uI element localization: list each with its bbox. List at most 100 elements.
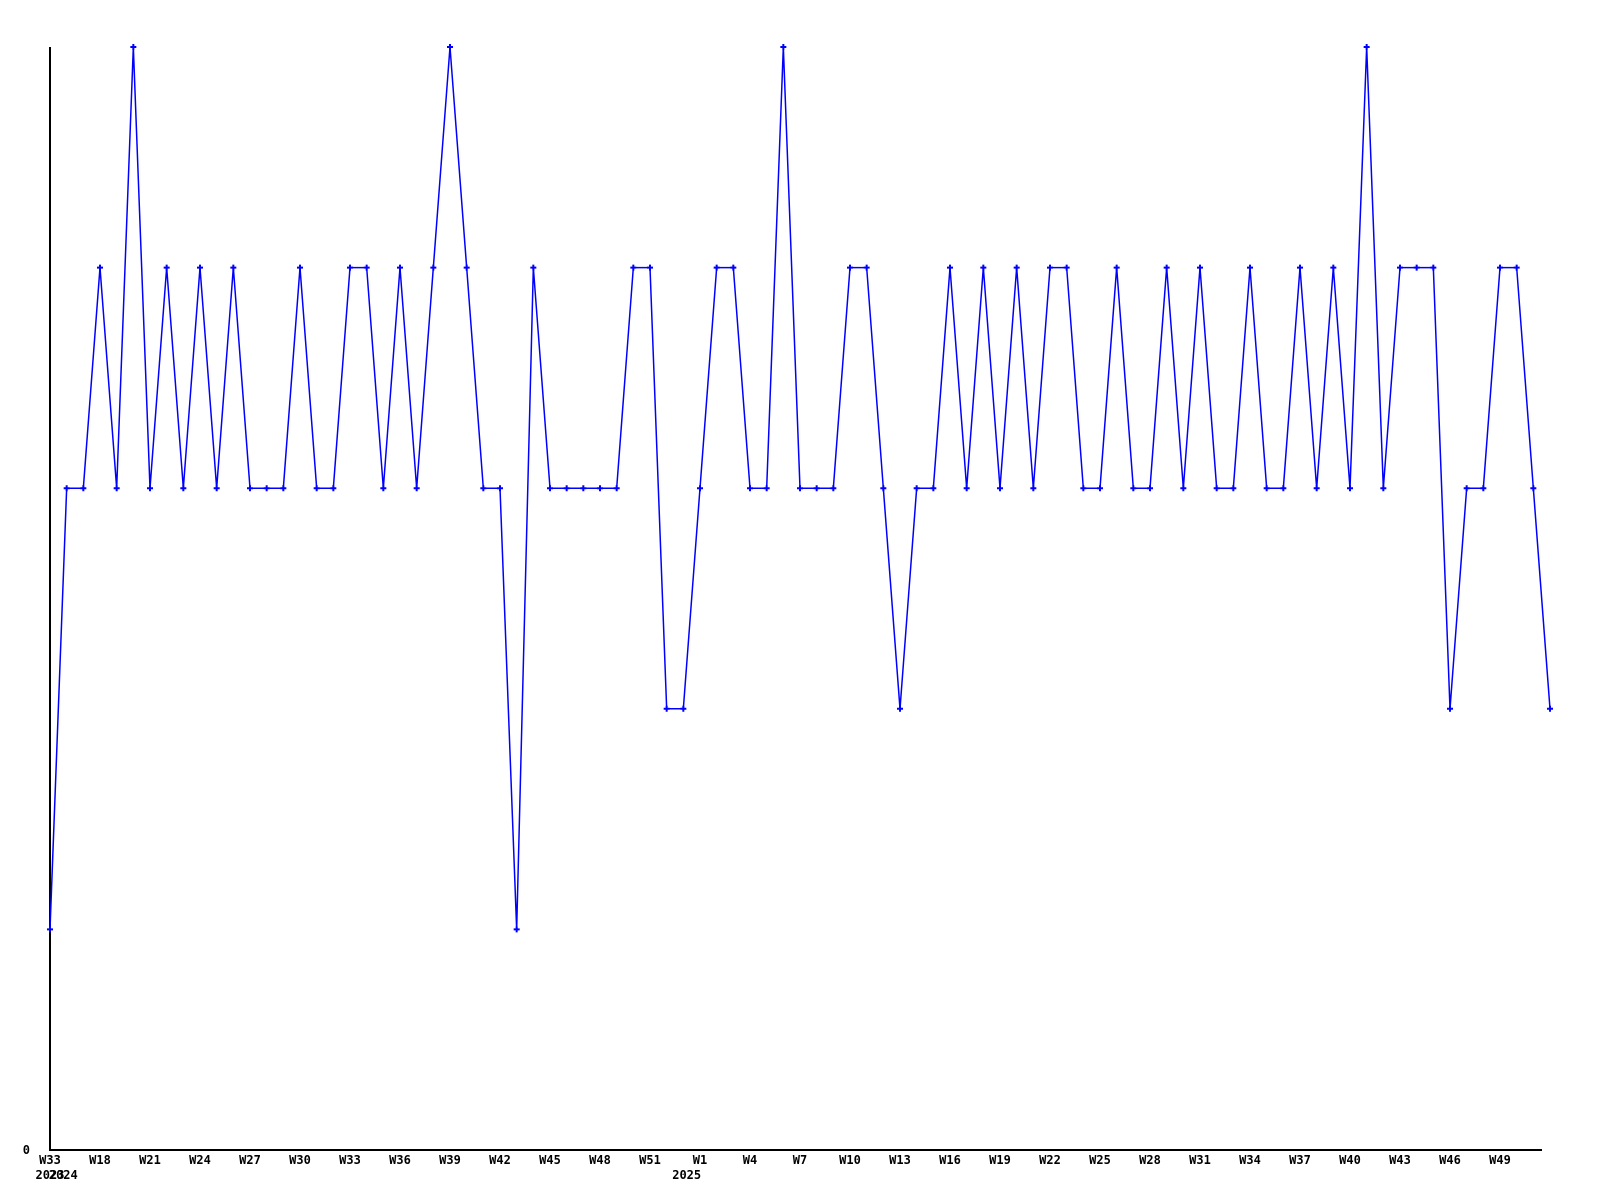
x-tick-label: W22 bbox=[1039, 1153, 1061, 1167]
data-point-marker bbox=[1397, 264, 1403, 271]
data-point-marker bbox=[1447, 705, 1453, 712]
x-tick-label: W16 bbox=[939, 1153, 961, 1167]
data-point-marker bbox=[780, 44, 787, 50]
x-tick-label: W36 bbox=[389, 1153, 411, 1167]
data-point-marker bbox=[147, 485, 153, 492]
data-point-marker bbox=[947, 264, 953, 271]
x-tick-label: W34 bbox=[1239, 1153, 1261, 1167]
data-point-marker bbox=[530, 264, 537, 271]
data-point-marker bbox=[163, 264, 170, 271]
data-point-marker bbox=[863, 264, 870, 271]
data-point-marker bbox=[197, 264, 203, 271]
data-point-marker bbox=[1180, 485, 1187, 492]
data-point-marker bbox=[1280, 485, 1287, 492]
data-point-marker bbox=[613, 485, 620, 492]
x-tick-label: W4 bbox=[743, 1153, 757, 1167]
x-tick-label: W7 bbox=[793, 1153, 807, 1167]
data-point-marker bbox=[347, 264, 353, 271]
data-point-marker bbox=[930, 485, 937, 492]
x-tick-label: W37 bbox=[1289, 1153, 1311, 1167]
x-tick-label: W28 bbox=[1139, 1153, 1161, 1167]
data-point-marker bbox=[463, 264, 470, 271]
data-point-marker bbox=[647, 264, 653, 271]
data-point-marker bbox=[1047, 264, 1053, 271]
x-tick-label: W33 bbox=[39, 1153, 61, 1167]
data-point-marker bbox=[1063, 264, 1070, 271]
data-point-marker bbox=[730, 264, 737, 271]
x-tick-label: W33 bbox=[339, 1153, 361, 1167]
data-point-marker bbox=[1430, 264, 1437, 271]
data-point-marker bbox=[1363, 44, 1370, 50]
data-point-marker bbox=[1013, 264, 1020, 271]
x-tick-label: W31 bbox=[1189, 1153, 1211, 1167]
data-point-marker bbox=[63, 485, 70, 492]
data-point-marker bbox=[1480, 485, 1487, 492]
x-tick-label: W25 bbox=[1089, 1153, 1111, 1167]
x-tick-label: W19 bbox=[989, 1153, 1011, 1167]
data-point-marker bbox=[597, 485, 603, 492]
x-tick-label: W13 bbox=[889, 1153, 911, 1167]
data-point-marker bbox=[1330, 264, 1337, 271]
y-tick-zero-label: 0 bbox=[23, 1143, 30, 1157]
data-point-marker bbox=[130, 44, 137, 50]
data-point-marker bbox=[47, 926, 53, 933]
x-tick-label: W21 bbox=[139, 1153, 161, 1167]
data-point-marker bbox=[247, 485, 253, 492]
x-tick-label: W24 bbox=[189, 1153, 211, 1167]
data-point-marker bbox=[230, 264, 237, 271]
data-point-marker bbox=[1297, 264, 1303, 271]
x-tick-label: W39 bbox=[439, 1153, 461, 1167]
data-point-marker bbox=[763, 485, 770, 492]
data-point-marker bbox=[113, 485, 120, 492]
data-point-marker bbox=[80, 485, 87, 492]
data-point-marker bbox=[897, 705, 903, 712]
x-tick-label: W30 bbox=[289, 1153, 311, 1167]
data-point-marker bbox=[830, 485, 837, 492]
data-point-marker bbox=[180, 485, 187, 492]
data-point-marker bbox=[680, 705, 687, 712]
data-point-marker bbox=[380, 485, 387, 492]
year-label: 2025 bbox=[672, 1168, 701, 1182]
data-point-marker bbox=[263, 485, 270, 492]
x-tick-label: W46 bbox=[1439, 1153, 1461, 1167]
data-point-marker bbox=[797, 485, 803, 492]
data-point-marker bbox=[913, 485, 920, 492]
data-point-marker bbox=[1463, 485, 1470, 492]
data-point-marker bbox=[363, 264, 370, 271]
x-tick-label: W42 bbox=[489, 1153, 511, 1167]
data-point-marker bbox=[1197, 264, 1203, 271]
data-point-marker bbox=[847, 264, 853, 271]
data-point-marker bbox=[880, 485, 887, 492]
x-tick-labels: W33 W18 W21 W24 W27 W30 W33 W36 W39 W42 W45 W48 W51 W… bbox=[39, 1153, 1511, 1167]
data-point-marker bbox=[430, 264, 437, 271]
data-point-marker bbox=[1513, 264, 1520, 271]
data-point-marker bbox=[1547, 705, 1553, 712]
data-point-markers bbox=[47, 44, 1553, 933]
data-point-marker bbox=[547, 485, 553, 492]
data-point-marker bbox=[280, 485, 287, 492]
data-point-marker bbox=[747, 485, 753, 492]
data-point-marker bbox=[1313, 485, 1320, 492]
data-point-marker bbox=[980, 264, 987, 271]
data-point-marker bbox=[480, 485, 487, 492]
data-point-marker bbox=[563, 485, 570, 492]
data-point-marker bbox=[1080, 485, 1087, 492]
x-tick-label: W18 bbox=[89, 1153, 111, 1167]
data-point-marker bbox=[697, 485, 703, 492]
x-tick-label: W49 bbox=[1489, 1153, 1511, 1167]
data-point-marker bbox=[97, 264, 103, 271]
x-tick-label: W10 bbox=[839, 1153, 861, 1167]
data-point-marker bbox=[313, 485, 320, 492]
data-point-marker bbox=[1113, 264, 1120, 271]
data-point-marker bbox=[1413, 264, 1420, 271]
x-tick-label: W45 bbox=[539, 1153, 561, 1167]
x-tick-label: W1 bbox=[693, 1153, 707, 1167]
data-point-marker bbox=[1130, 485, 1137, 492]
year-label: 2024 bbox=[49, 1168, 78, 1182]
data-point-marker bbox=[997, 485, 1003, 492]
data-point-marker bbox=[1347, 485, 1353, 492]
data-point-marker bbox=[1247, 264, 1253, 271]
